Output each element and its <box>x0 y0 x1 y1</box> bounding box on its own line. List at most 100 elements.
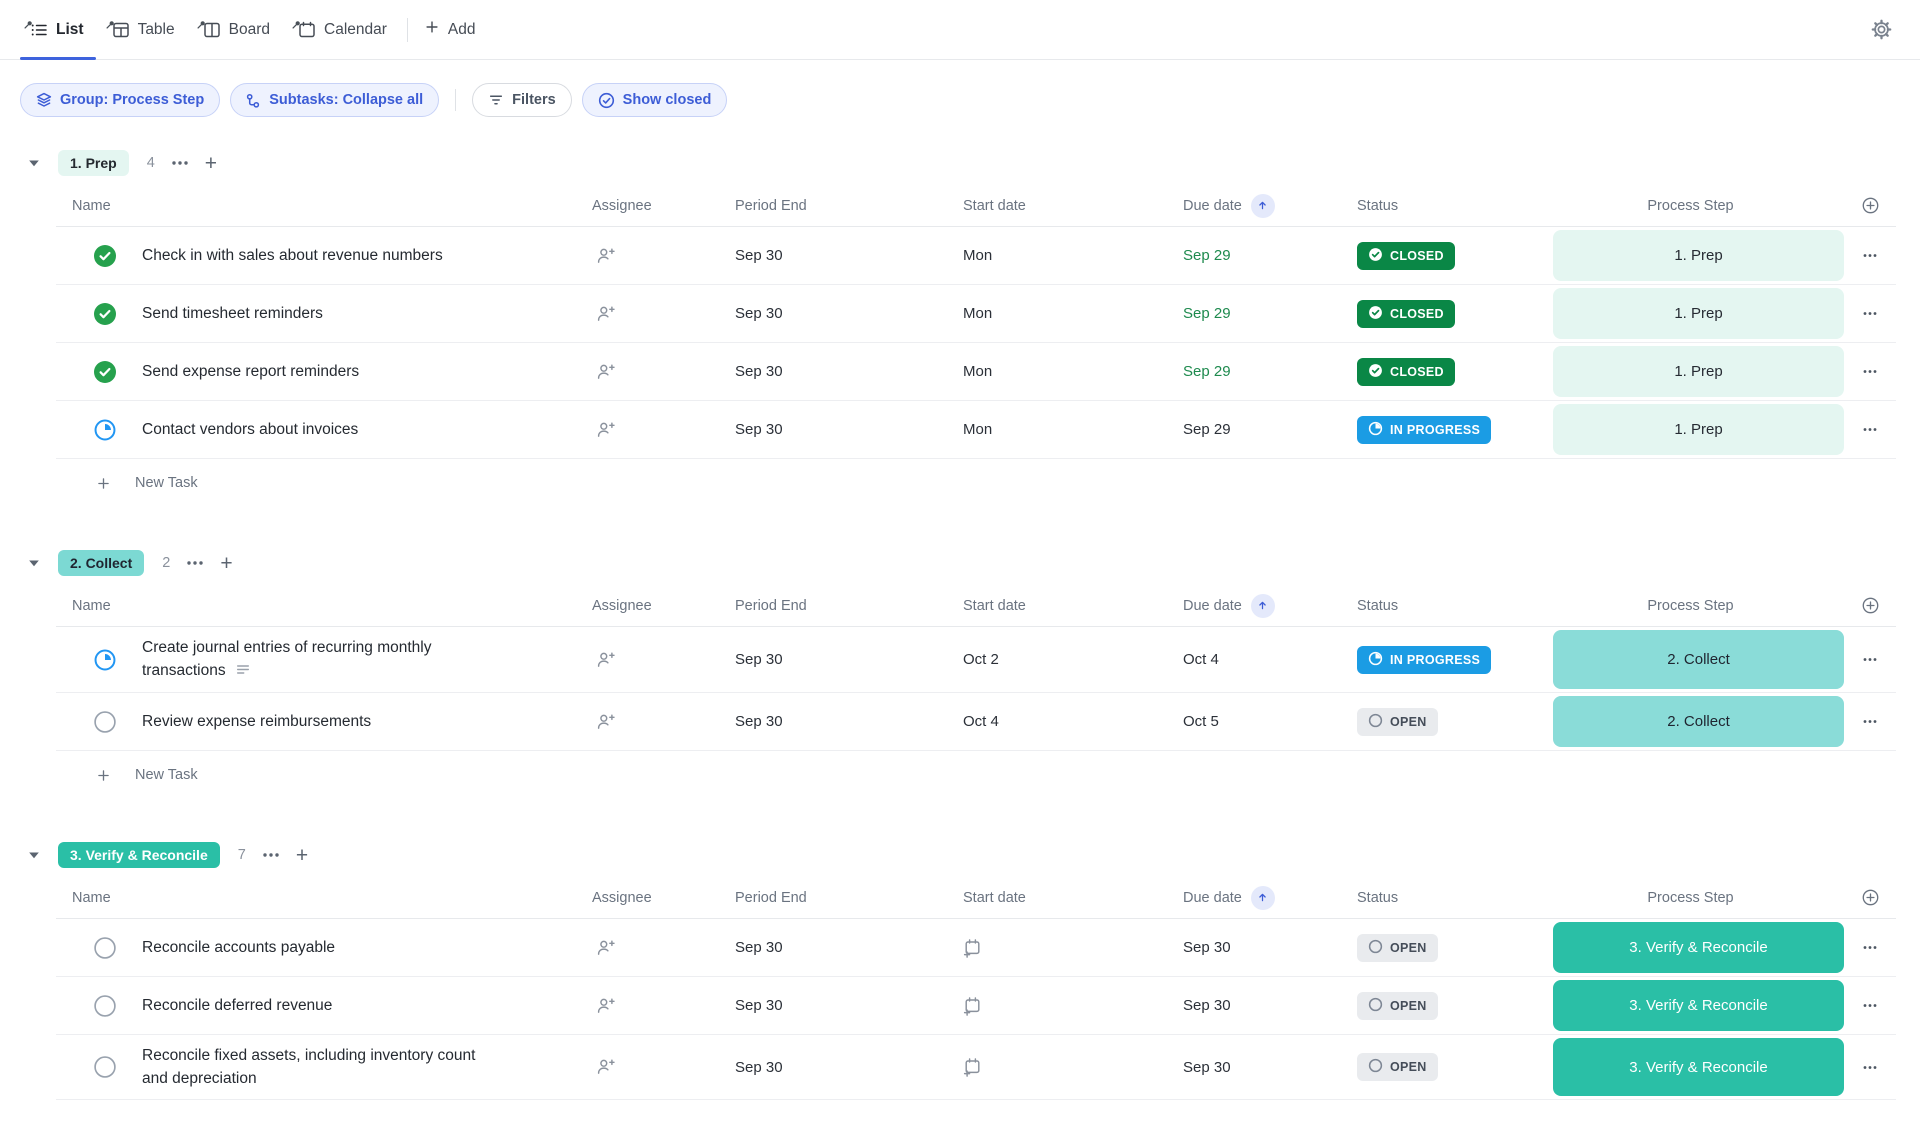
status-badge[interactable]: OPEN <box>1357 934 1438 962</box>
task-options-button[interactable] <box>1856 1059 1884 1076</box>
due-date-cell[interactable]: Sep 30 <box>1167 939 1341 956</box>
task-options-button[interactable] <box>1856 939 1884 956</box>
due-date-cell[interactable]: Sep 30 <box>1167 997 1341 1014</box>
set-start-date-icon[interactable] <box>963 938 982 958</box>
open-task-state-icon[interactable] <box>94 937 116 959</box>
status-badge[interactable]: IN PROGRESS <box>1357 646 1491 674</box>
column-header-name[interactable]: Name <box>56 198 576 214</box>
group-name-badge[interactable]: 3. Verify & Reconcile <box>58 842 220 868</box>
column-header-assignee[interactable]: Assignee <box>576 598 719 614</box>
collapse-group-button[interactable] <box>24 846 44 864</box>
tab-board[interactable]: Board <box>193 15 280 45</box>
due-date-cell[interactable]: Sep 29 <box>1167 305 1341 322</box>
task-options-button[interactable] <box>1856 421 1884 438</box>
collapse-group-button[interactable] <box>24 554 44 572</box>
column-header-name[interactable]: Name <box>56 890 576 906</box>
task-row[interactable]: Reconcile deferred revenue Sep 30 Sep 30… <box>56 977 1896 1035</box>
column-header-status[interactable]: Status <box>1341 198 1537 214</box>
sort-ascending-icon[interactable] <box>1251 194 1275 218</box>
closed-task-state-icon[interactable] <box>94 361 116 383</box>
assign-user-icon[interactable] <box>596 420 616 440</box>
group-name-badge[interactable]: 2. Collect <box>58 550 144 576</box>
due-date-cell[interactable]: Sep 30 <box>1167 1059 1341 1076</box>
in-progress-task-state-icon[interactable] <box>94 419 116 441</box>
filter-chip-group-process-step[interactable]: Group: Process Step <box>20 83 220 117</box>
closed-task-state-icon[interactable] <box>94 303 116 325</box>
column-header-due-date[interactable]: Due date <box>1167 194 1341 218</box>
due-date-cell[interactable]: Oct 4 <box>1167 651 1341 668</box>
process-step-chip[interactable]: 1. Prep <box>1553 346 1844 397</box>
task-row[interactable]: Create journal entries of recurring mont… <box>56 627 1896 693</box>
process-step-chip[interactable]: 2. Collect <box>1553 696 1844 747</box>
period-end-cell[interactable]: Sep 30 <box>719 651 947 668</box>
due-date-cell[interactable]: Oct 5 <box>1167 713 1341 730</box>
assign-user-icon[interactable] <box>596 650 616 670</box>
filter-chip-show-closed[interactable]: Show closed <box>582 83 728 117</box>
group-options-button[interactable] <box>262 852 280 858</box>
process-step-chip[interactable]: 1. Prep <box>1553 230 1844 281</box>
assign-user-icon[interactable] <box>596 304 616 324</box>
add-view-button[interactable]: Add <box>424 19 476 40</box>
open-task-state-icon[interactable] <box>94 995 116 1017</box>
sort-ascending-icon[interactable] <box>1251 594 1275 618</box>
process-step-chip[interactable]: 1. Prep <box>1553 288 1844 339</box>
process-step-chip[interactable]: 1. Prep <box>1553 404 1844 455</box>
settings-gear-icon[interactable] <box>1871 19 1892 40</box>
start-date-cell[interactable]: Mon <box>947 421 1167 438</box>
due-date-cell[interactable]: Sep 29 <box>1167 247 1341 264</box>
column-header-status[interactable]: Status <box>1341 598 1537 614</box>
task-row[interactable]: Reconcile accounts payable Sep 30 Sep 30… <box>56 919 1896 977</box>
start-date-cell[interactable]: Mon <box>947 305 1167 322</box>
task-row[interactable]: Reconcile fixed assets, including invent… <box>56 1035 1896 1100</box>
process-step-chip[interactable]: 3. Verify & Reconcile <box>1553 1038 1844 1096</box>
assign-user-icon[interactable] <box>596 996 616 1016</box>
set-start-date-icon[interactable] <box>963 996 982 1016</box>
period-end-cell[interactable]: Sep 30 <box>719 997 947 1014</box>
group-add-task-button[interactable]: + <box>220 553 232 574</box>
tab-table[interactable]: Table <box>102 15 185 45</box>
start-date-cell[interactable] <box>947 938 1167 958</box>
task-row[interactable]: Send expense report reminders Sep 30 Mon… <box>56 343 1896 401</box>
start-date-cell[interactable]: Mon <box>947 247 1167 264</box>
task-options-button[interactable] <box>1856 363 1884 380</box>
status-badge[interactable]: OPEN <box>1357 1053 1438 1081</box>
due-date-cell[interactable]: Sep 29 <box>1167 363 1341 380</box>
column-header-due-date[interactable]: Due date <box>1167 594 1341 618</box>
task-row[interactable]: Contact vendors about invoices Sep 30 Mo… <box>56 401 1896 459</box>
process-step-chip[interactable]: 2. Collect <box>1553 630 1844 689</box>
status-badge[interactable]: CLOSED <box>1357 300 1455 328</box>
group-options-button[interactable] <box>186 560 204 566</box>
due-date-cell[interactable]: Sep 29 <box>1167 421 1341 438</box>
task-options-button[interactable] <box>1856 305 1884 322</box>
status-badge[interactable]: CLOSED <box>1357 242 1455 270</box>
add-column-icon[interactable] <box>1844 888 1896 907</box>
open-task-state-icon[interactable] <box>94 711 116 733</box>
period-end-cell[interactable]: Sep 30 <box>719 305 947 322</box>
group-add-task-button[interactable]: + <box>205 153 217 174</box>
column-header-period-end[interactable]: Period End <box>719 890 947 906</box>
start-date-cell[interactable] <box>947 996 1167 1016</box>
column-header-period-end[interactable]: Period End <box>719 598 947 614</box>
set-start-date-icon[interactable] <box>963 1057 982 1077</box>
task-row[interactable]: Send timesheet reminders Sep 30 Mon Sep … <box>56 285 1896 343</box>
new-task-button[interactable]: New Task <box>56 459 1896 507</box>
column-header-period-end[interactable]: Period End <box>719 198 947 214</box>
column-header-due-date[interactable]: Due date <box>1167 886 1341 910</box>
period-end-cell[interactable]: Sep 30 <box>719 1059 947 1076</box>
new-task-button[interactable]: New Task <box>56 751 1896 799</box>
tab-calendar[interactable]: Calendar <box>288 15 397 45</box>
period-end-cell[interactable]: Sep 30 <box>719 713 947 730</box>
assign-user-icon[interactable] <box>596 362 616 382</box>
task-options-button[interactable] <box>1856 713 1884 730</box>
column-header-start-date[interactable]: Start date <box>947 198 1167 214</box>
start-date-cell[interactable]: Oct 4 <box>947 713 1167 730</box>
group-add-task-button[interactable]: + <box>296 845 308 866</box>
column-header-assignee[interactable]: Assignee <box>576 890 719 906</box>
assign-user-icon[interactable] <box>596 712 616 732</box>
assign-user-icon[interactable] <box>596 246 616 266</box>
column-header-name[interactable]: Name <box>56 598 576 614</box>
period-end-cell[interactable]: Sep 30 <box>719 421 947 438</box>
closed-task-state-icon[interactable] <box>94 245 116 267</box>
column-header-status[interactable]: Status <box>1341 890 1537 906</box>
filter-chip-filters[interactable]: Filters <box>472 83 572 117</box>
